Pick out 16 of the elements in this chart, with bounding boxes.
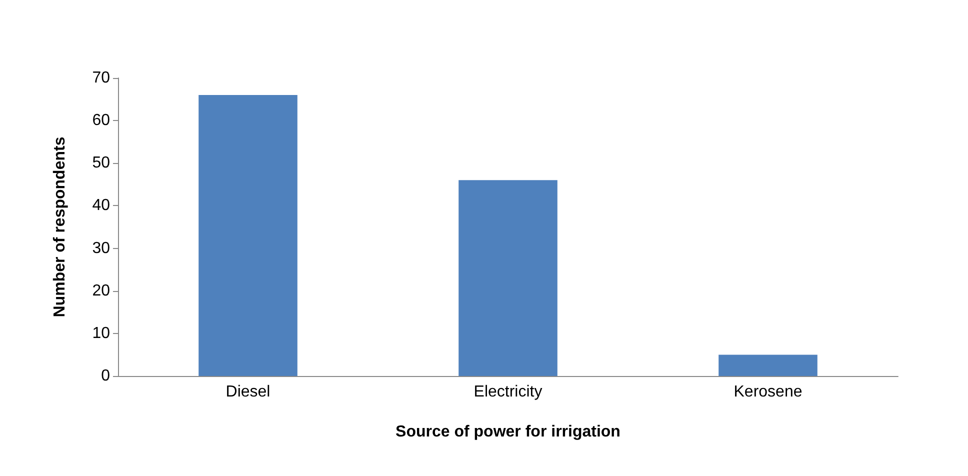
y-tick-label: 50 — [92, 154, 110, 172]
x-tick-label: Electricity — [474, 384, 542, 400]
y-tick-label: 0 — [101, 368, 110, 384]
x-tick-label: Diesel — [226, 384, 270, 400]
x-axis-title: Source of power for irrigation — [396, 424, 620, 440]
y-tick-label: 10 — [92, 324, 110, 342]
bar — [198, 95, 298, 376]
y-tick-label: 40 — [92, 197, 110, 214]
bar — [718, 354, 818, 376]
y-tick-label: 20 — [92, 282, 110, 300]
bar — [458, 180, 558, 376]
x-tick-label: Kerosene — [734, 384, 802, 400]
y-axis-title: Number of respondents — [52, 136, 68, 318]
y-tick-label: 60 — [92, 112, 110, 130]
y-tick-label: 70 — [92, 70, 110, 86]
y-tick-label: 30 — [92, 240, 110, 257]
